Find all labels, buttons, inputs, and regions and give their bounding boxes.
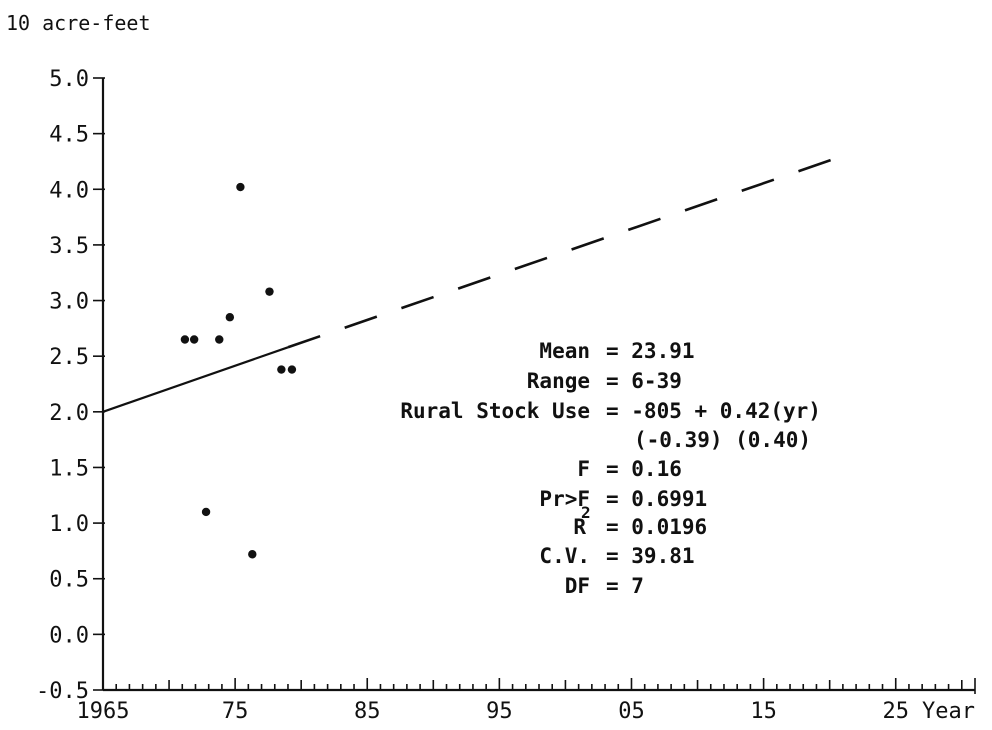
x-tick-label: 15 — [750, 699, 777, 724]
data-point — [265, 287, 274, 296]
x-tick-label: 85 — [354, 699, 381, 724]
x-tick-label: 95 — [486, 699, 513, 724]
x-tick-label: 05 — [618, 699, 645, 724]
stat-label-cv: C.V. — [539, 544, 590, 568]
regression-line-solid — [102, 346, 289, 413]
stat-label-df: DF — [565, 574, 590, 598]
data-point — [201, 507, 211, 517]
stat-label-equation: Rural Stock Use — [400, 399, 590, 423]
stat-value-std-errors: (-0.39) (0.40) — [634, 428, 811, 452]
y-tick-label: 1.5 — [49, 456, 89, 481]
data-point — [215, 335, 224, 344]
x-tick-labels: 1965 75 85 95 05 15 25 — [77, 678, 909, 724]
x-axis-label: Year — [922, 699, 975, 724]
stat-label-r-squared: R — [573, 515, 586, 539]
stat-value-r-squared: = 0.0196 — [606, 515, 707, 539]
y-tick-label: 3.0 — [49, 290, 89, 315]
stat-value-pr-f: = 0.6991 — [606, 487, 707, 511]
data-point — [277, 365, 286, 374]
data-point — [287, 365, 297, 374]
stat-value-f: = 0.16 — [606, 457, 682, 481]
data-points — [180, 182, 297, 559]
y-tick-label: 0.5 — [49, 568, 89, 593]
stat-value-range: = 6-39 — [606, 369, 682, 393]
y-tick-label: -0.5 — [36, 679, 89, 704]
regression-line-dashed — [287, 154, 844, 349]
statistics-block: Mean = 23.91 Range = 6-39 Rural Stock Us… — [400, 339, 821, 598]
x-tick-label: 75 — [222, 699, 249, 724]
stat-label-pr-f: Pr>F — [539, 487, 590, 511]
stat-r-squared-superscript: 2 — [581, 503, 591, 522]
data-point — [189, 335, 199, 344]
x-tick-label: 25 — [882, 699, 909, 724]
y-tick-label: 3.5 — [49, 234, 89, 259]
stat-label-mean: Mean — [539, 339, 590, 363]
stat-label-f: F — [577, 457, 590, 481]
stat-value-df: = 7 — [606, 574, 644, 598]
x-tick-label: 1965 — [77, 699, 130, 724]
y-tick-label: 4.5 — [49, 123, 89, 148]
y-tick-label: 0.0 — [49, 623, 89, 648]
stat-value-mean: = 23.91 — [606, 339, 695, 363]
data-point — [236, 182, 245, 192]
data-point — [225, 313, 235, 322]
y-tick-label: 5.0 — [49, 67, 89, 92]
data-point — [248, 550, 257, 559]
stat-value-equation: = -805 + 0.42(yr) — [606, 399, 821, 423]
stat-label-range: Range — [527, 369, 590, 393]
y-tick-label: 1.0 — [49, 512, 89, 537]
data-point — [180, 335, 190, 344]
stat-value-cv: = 39.81 — [606, 544, 695, 568]
x-minor-ticks — [115, 680, 963, 690]
y-tick-label: 4.0 — [49, 178, 89, 203]
y-tick-label: 2.0 — [49, 401, 89, 426]
y-tick-labels: 5.0 4.5 4.0 3.5 3.0 2.5 2.0 1.5 1.0 0.5 0.0 -0.5 — [36, 67, 105, 704]
y-tick-label: 2.5 — [49, 345, 89, 370]
y-axis-label: 10 acre-feet — [6, 11, 151, 35]
